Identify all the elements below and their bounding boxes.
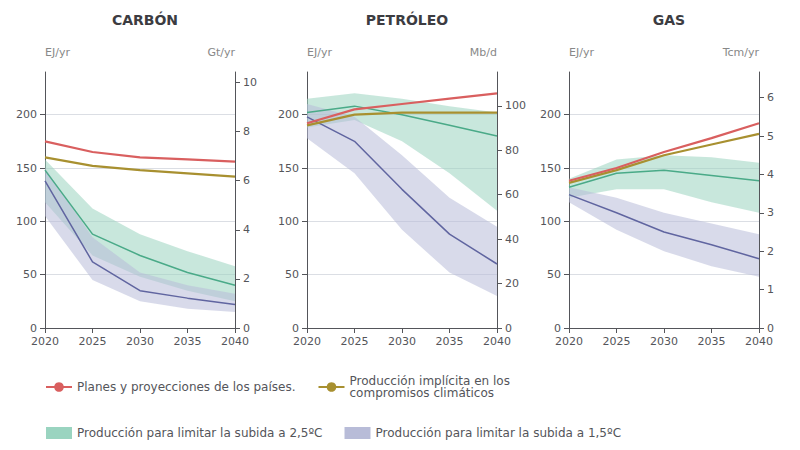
svg-text:4: 4 — [243, 223, 250, 236]
svg-text:0: 0 — [505, 322, 512, 335]
svg-text:2030: 2030 — [126, 335, 154, 348]
svg-text:Producción implícita en los: Producción implícita en los — [349, 374, 510, 388]
svg-text:EJ/yr: EJ/yr — [307, 46, 332, 59]
svg-text:40: 40 — [505, 233, 519, 246]
svg-text:Planes y proyecciones de los p: Planes y proyecciones de los países. — [77, 380, 296, 394]
svg-text:10: 10 — [243, 76, 257, 89]
svg-text:1: 1 — [767, 283, 774, 296]
svg-text:0: 0 — [554, 322, 561, 335]
svg-text:2020: 2020 — [293, 335, 321, 348]
svg-text:50: 50 — [23, 268, 37, 281]
svg-text:60: 60 — [505, 188, 519, 201]
svg-text:8: 8 — [243, 125, 250, 138]
svg-text:0: 0 — [243, 322, 250, 335]
svg-text:GAS: GAS — [653, 12, 685, 28]
svg-text:100: 100 — [540, 215, 561, 228]
svg-text:6: 6 — [243, 174, 250, 187]
svg-text:Producción para limitar la sub: Producción para limitar la subida a 1,5º… — [376, 426, 622, 440]
svg-text:compromisos climáticos: compromisos climáticos — [349, 386, 493, 400]
svg-text:2040: 2040 — [483, 335, 511, 348]
svg-text:150: 150 — [540, 162, 561, 175]
svg-text:2025: 2025 — [603, 335, 631, 348]
svg-text:150: 150 — [278, 162, 299, 175]
svg-text:CARBÓN: CARBÓN — [112, 11, 178, 28]
svg-text:0: 0 — [767, 322, 774, 335]
svg-text:PETRÓLEO: PETRÓLEO — [366, 11, 449, 28]
svg-text:200: 200 — [278, 108, 299, 121]
svg-text:80: 80 — [505, 144, 519, 157]
svg-text:EJ/yr: EJ/yr — [45, 46, 70, 59]
svg-text:2: 2 — [243, 272, 250, 285]
svg-text:Gt/yr: Gt/yr — [207, 46, 235, 59]
svg-text:2035: 2035 — [174, 335, 202, 348]
svg-text:2030: 2030 — [650, 335, 678, 348]
svg-text:2025: 2025 — [79, 335, 107, 348]
svg-text:200: 200 — [540, 108, 561, 121]
svg-text:2035: 2035 — [436, 335, 464, 348]
svg-text:3: 3 — [767, 206, 774, 219]
svg-text:2025: 2025 — [341, 335, 369, 348]
svg-text:2020: 2020 — [555, 335, 583, 348]
svg-text:0: 0 — [30, 322, 37, 335]
svg-text:2035: 2035 — [698, 335, 726, 348]
svg-text:Producción para limitar la sub: Producción para limitar la subida a 2,5º… — [77, 426, 323, 440]
svg-text:100: 100 — [16, 215, 37, 228]
svg-text:200: 200 — [16, 108, 37, 121]
svg-text:0: 0 — [292, 322, 299, 335]
svg-text:4: 4 — [767, 168, 774, 181]
svg-text:Mb/d: Mb/d — [470, 46, 497, 59]
svg-text:5: 5 — [767, 130, 774, 143]
svg-text:50: 50 — [547, 268, 561, 281]
svg-text:Tcm/yr: Tcm/yr — [722, 46, 760, 59]
svg-text:2020: 2020 — [31, 335, 59, 348]
svg-text:2040: 2040 — [221, 335, 249, 348]
svg-text:100: 100 — [278, 215, 299, 228]
svg-text:2: 2 — [767, 245, 774, 258]
svg-text:6: 6 — [767, 91, 774, 104]
svg-text:100: 100 — [505, 99, 526, 112]
svg-text:20: 20 — [505, 277, 519, 290]
svg-text:150: 150 — [16, 162, 37, 175]
svg-text:50: 50 — [285, 268, 299, 281]
svg-text:2040: 2040 — [745, 335, 773, 348]
svg-text:EJ/yr: EJ/yr — [569, 46, 594, 59]
svg-text:2030: 2030 — [388, 335, 416, 348]
